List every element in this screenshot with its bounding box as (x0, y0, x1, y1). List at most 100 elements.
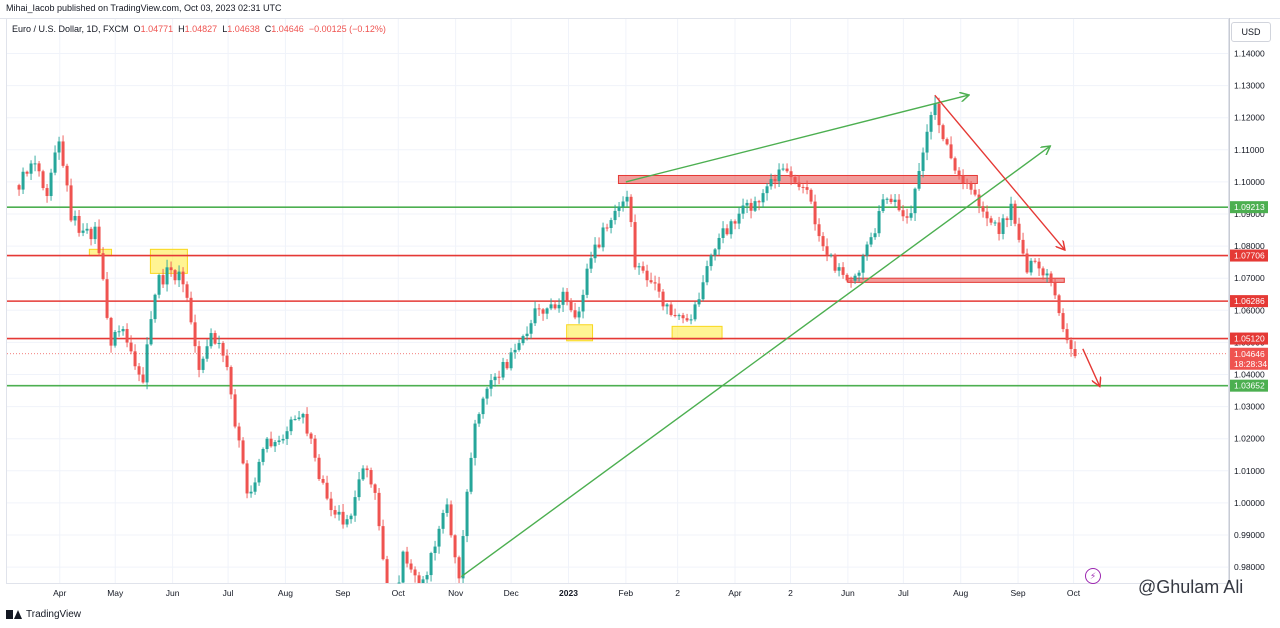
open-label: O (133, 24, 141, 34)
y-tick-label: 1.00000 (1234, 498, 1265, 508)
candle-body (937, 103, 941, 126)
x-tick-label: Oct (392, 588, 406, 598)
resistance-zone (617, 174, 978, 185)
y-tick-label: 1.09000 (1234, 209, 1265, 219)
candle-body (577, 311, 581, 318)
candle-body (385, 559, 389, 583)
candle-body (901, 210, 905, 217)
candle-body (57, 141, 61, 153)
candle-body (185, 284, 189, 298)
x-tick-label: Jul (898, 588, 909, 598)
close-value: 1.04646 (271, 24, 304, 34)
candle-body (741, 205, 745, 214)
trend-arrows (460, 95, 1099, 578)
symbol-name[interactable]: Euro / U.S. Dollar, 1D, FXCM (12, 24, 129, 34)
chart-frame[interactable] (6, 18, 1229, 584)
close-label: C (264, 24, 272, 34)
candle-body (41, 171, 45, 189)
candle-body (733, 221, 737, 224)
candle-body (253, 482, 257, 492)
candle-body (833, 254, 837, 271)
level-labels: 1.09213 1.07706 1.06286 1.05120 1.03652 1.046… (1230, 201, 1268, 392)
x-tick-label: Jun (841, 588, 855, 598)
candle-body (633, 222, 637, 268)
candle-body (885, 198, 889, 200)
highlight-box (671, 325, 723, 340)
publisher-line: Mihai_Iacob published on TradingView.com… (6, 3, 282, 13)
candle-body (297, 417, 301, 420)
level-price-label: 1.09213 (1234, 202, 1265, 212)
currency-button[interactable]: USD (1231, 22, 1271, 42)
ohlc-legend[interactable]: Euro / U.S. Dollar, 1D, FXCM O1.04771 H1… (12, 24, 386, 34)
candle-body (481, 398, 485, 415)
candle-body (1045, 273, 1049, 276)
tradingview-brand[interactable]: TradingView (6, 609, 81, 620)
lightning-icon[interactable]: ⚡ (1085, 568, 1101, 584)
candle-body (269, 438, 273, 447)
candle-body (321, 479, 325, 483)
candle-body (893, 199, 897, 202)
candle-body (45, 188, 49, 197)
candle-body (345, 519, 349, 525)
y-tick-label: 1.04000 (1234, 370, 1265, 380)
candle-body (189, 297, 193, 323)
candle-body (441, 512, 445, 529)
x-tick-label: Sep (335, 588, 350, 598)
candle-body (685, 318, 689, 321)
candle-body (933, 103, 937, 116)
candle-body (941, 125, 945, 140)
candle-body (549, 304, 553, 309)
y-axis-ticks: 1.14000 1.13000 1.12000 1.11000 1.10000 1.090… (1234, 49, 1265, 573)
top-bar: Mihai_Iacob published on TradingView.com… (0, 0, 1280, 19)
candle-body (905, 216, 909, 218)
candle-body (757, 201, 761, 203)
candle-body (745, 202, 749, 206)
candle-body (693, 304, 697, 320)
candle-body (837, 267, 841, 271)
candle-body (877, 211, 881, 234)
candle-body (437, 528, 441, 547)
candle-body (517, 343, 521, 350)
candle-body (965, 183, 969, 185)
candle-body (105, 279, 109, 318)
candle-body (909, 213, 913, 218)
candle-body (769, 179, 773, 187)
candle-body (1057, 295, 1061, 314)
candle-body (205, 346, 209, 359)
y-tick-label: 1.02000 (1234, 434, 1265, 444)
candle-body (797, 182, 801, 187)
candle-body (1073, 349, 1077, 357)
x-tick-label: Jun (166, 588, 180, 598)
candle-body (817, 224, 821, 237)
candle-body (329, 498, 333, 511)
candle-body (29, 163, 33, 174)
candle-body (401, 551, 405, 583)
candle-body (869, 237, 873, 245)
candle-body (957, 170, 961, 176)
candle-body (89, 228, 93, 240)
candle-body (785, 168, 789, 172)
y-tick-label: 1.10000 (1234, 177, 1265, 187)
candle-body (17, 185, 21, 190)
candle-body (721, 228, 725, 238)
candle-body (529, 323, 533, 334)
candle-body (145, 344, 149, 383)
candle-body (277, 440, 281, 443)
candle-body (749, 202, 753, 211)
candle-body (569, 301, 573, 311)
candle-body (69, 185, 73, 221)
candle-body (97, 226, 101, 254)
candle-body (1037, 261, 1041, 269)
candle-body (1029, 260, 1033, 273)
y-tick-label: 1.03000 (1234, 402, 1265, 412)
y-tick-label: 1.06000 (1234, 305, 1265, 315)
candle-body (1065, 329, 1069, 341)
candle-body (1009, 203, 1013, 221)
price-axis[interactable] (1229, 18, 1275, 584)
level-price-label: 1.05120 (1234, 334, 1265, 344)
candle-body (761, 193, 765, 203)
watermark-text: @Ghulam Ali (1138, 577, 1244, 597)
candle-body (613, 210, 617, 221)
candle-body (717, 237, 721, 250)
